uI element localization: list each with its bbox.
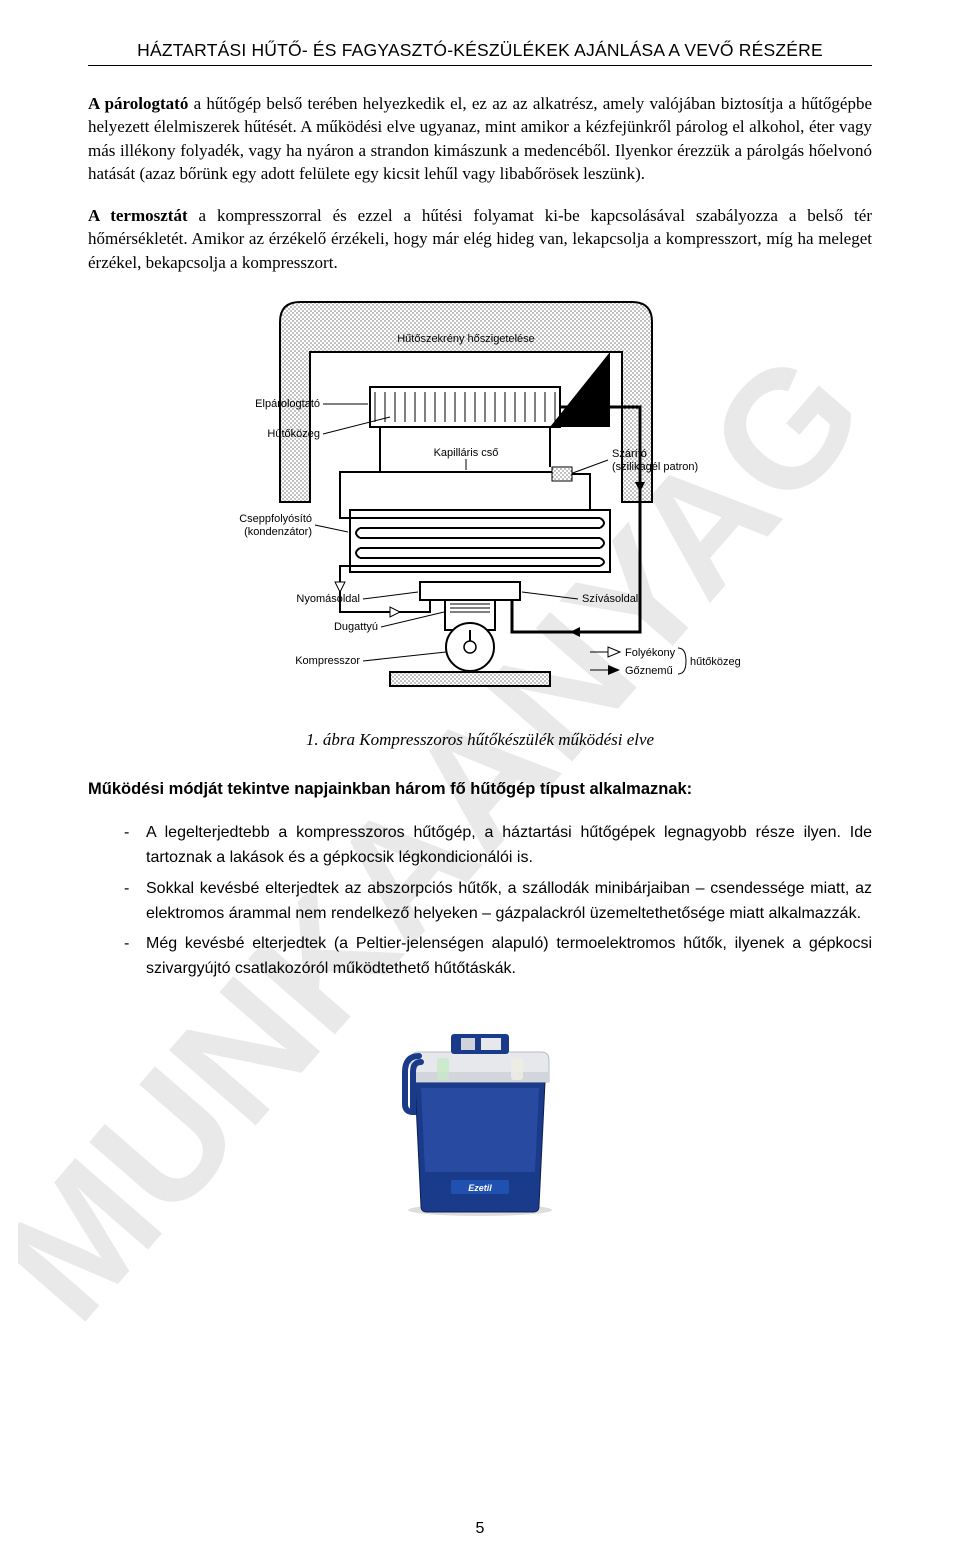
- para2-lead: A termosztát: [88, 206, 188, 225]
- figure-caption: 1. ábra Kompresszoros hűtőkészülék működ…: [88, 730, 872, 750]
- list-item: A legelterjedtebb a kompresszoros hűtőgé…: [124, 821, 872, 871]
- svg-text:Kapilláris cső: Kapilláris cső: [434, 447, 499, 459]
- page-header: HÁZTARTÁSI HŰTŐ- ÉS FAGYASZTÓ-KÉSZÜLÉKEK…: [88, 40, 872, 61]
- list-item: Még kevésbé elterjedtek (a Peltier-jelen…: [124, 932, 872, 982]
- svg-text:Ezetil: Ezetil: [468, 1183, 492, 1193]
- list-item: Sokkal kevésbé elterjedtek az abszorpció…: [124, 877, 872, 927]
- svg-text:Dugattyú: Dugattyú: [334, 621, 378, 633]
- page-number: 5: [0, 1520, 960, 1538]
- svg-text:Cseppfolyósító: Cseppfolyósító: [239, 513, 312, 525]
- svg-text:Szívásoldal: Szívásoldal: [582, 593, 638, 605]
- svg-text:(szilikagél patron): (szilikagél patron): [612, 461, 698, 473]
- svg-text:Folyékony: Folyékony: [625, 647, 676, 659]
- types-heading: Működési módját tekintve napjainkban hár…: [88, 780, 872, 799]
- svg-text:Hűtőközeg: Hűtőközeg: [267, 428, 320, 440]
- cooler-illustration: Ezetil: [389, 1012, 571, 1217]
- svg-text:Nyomásoldal: Nyomásoldal: [296, 593, 360, 605]
- paragraph-2: A termosztát a kompresszorral és ezzel a…: [88, 204, 872, 274]
- svg-text:Kompresszor: Kompresszor: [295, 655, 360, 667]
- svg-text:Elpárologtató: Elpárologtató: [255, 398, 320, 410]
- svg-text:(kondenzátor): (kondenzátor): [244, 526, 312, 538]
- para1-lead: A párologtató: [88, 94, 188, 113]
- svg-text:Hűtőszekrény hőszigetelése: Hűtőszekrény hőszigetelése: [397, 333, 535, 345]
- paragraph-1: A párologtató a hűtőgép belső terében he…: [88, 92, 872, 186]
- compressor-diagram: Hűtőszekrény hőszigetelése Elpárologtató…: [220, 292, 740, 722]
- types-list: A legelterjedtebb a kompresszoros hűtőgé…: [88, 821, 872, 982]
- svg-text:Gőznemű: Gőznemű: [625, 665, 673, 677]
- para1-rest: a hűtőgép belső terében helyezkedik el, …: [88, 94, 872, 183]
- svg-text:hűtőközeg: hűtőközeg: [690, 656, 740, 668]
- header-rule: [88, 65, 872, 66]
- svg-text:Szárító: Szárító: [612, 448, 647, 460]
- para2-rest: a kompresszorral és ezzel a hűtési folya…: [88, 206, 872, 272]
